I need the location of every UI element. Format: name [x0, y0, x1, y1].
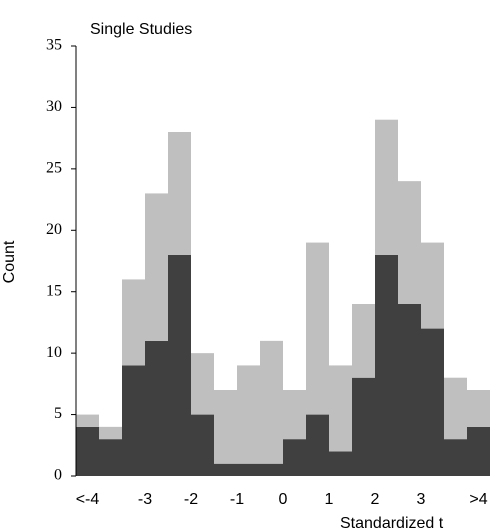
y-tick-label: 10 — [46, 344, 62, 361]
x-tick-label: -2 — [184, 491, 198, 508]
bar — [145, 193, 168, 341]
bar — [352, 304, 375, 378]
x-tick-label: 1 — [325, 491, 334, 508]
x-tick-label: 3 — [417, 491, 426, 508]
y-tick-label: 5 — [54, 405, 62, 422]
bar — [398, 181, 421, 304]
y-tick-label: 0 — [54, 467, 62, 484]
bar — [283, 390, 306, 440]
bar — [444, 439, 467, 476]
bar — [329, 451, 352, 476]
bar — [237, 365, 260, 464]
bar — [122, 279, 145, 366]
y-tick-label: 15 — [46, 282, 62, 299]
chart-title: Single Studies — [90, 21, 192, 38]
bar — [283, 439, 306, 476]
bar — [444, 377, 467, 440]
x-tick-label: <-4 — [76, 491, 100, 508]
bar — [191, 414, 214, 476]
bar — [122, 365, 145, 476]
x-tick-label: >4 — [469, 491, 487, 508]
bar — [375, 254, 398, 476]
bar — [467, 390, 490, 427]
bar — [375, 119, 398, 255]
bar — [467, 426, 490, 476]
bar — [398, 304, 421, 476]
bar — [99, 426, 122, 440]
bar — [99, 439, 122, 476]
bar — [352, 377, 375, 476]
bar — [168, 132, 191, 255]
x-axis-label: Standardized t — [340, 515, 444, 528]
bar — [329, 365, 352, 452]
y-axis-label: Count — [1, 240, 18, 283]
y-tick-label: 20 — [46, 221, 62, 238]
bar — [237, 463, 260, 476]
x-tick-label: -3 — [138, 491, 152, 508]
x-tick-label: 2 — [371, 491, 380, 508]
bar — [260, 340, 283, 464]
bar — [191, 353, 214, 415]
bar — [214, 390, 237, 464]
bar — [145, 340, 168, 476]
bar — [306, 414, 329, 476]
bar — [421, 242, 444, 329]
bar — [168, 254, 191, 476]
bar — [214, 463, 237, 476]
bar — [421, 328, 444, 476]
bar — [260, 463, 283, 476]
y-tick-label: 35 — [46, 37, 62, 54]
y-tick-label: 30 — [46, 98, 62, 115]
bar — [76, 414, 99, 427]
bar — [76, 426, 99, 476]
bar — [306, 242, 329, 415]
y-tick-label: 25 — [46, 160, 62, 177]
x-tick-label: 0 — [279, 491, 288, 508]
x-tick-label: -1 — [230, 491, 244, 508]
